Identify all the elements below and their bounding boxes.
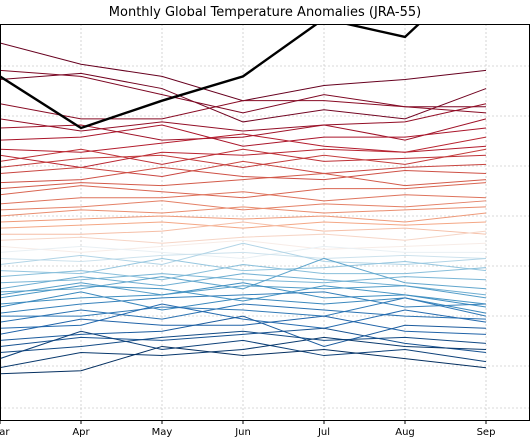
x-tick-label: Sep — [477, 427, 496, 438]
x-tick-label: May — [152, 427, 173, 438]
axes-frame — [0, 24, 530, 421]
series-line — [0, 173, 487, 190]
series-line — [0, 148, 487, 165]
x-tick-label: Jul — [317, 427, 330, 438]
series-line — [0, 148, 487, 168]
x-axis-ticks: Mar Apr May Jun Jul Aug Sep — [0, 420, 495, 438]
highlight-line — [0, 24, 421, 130]
series-line — [0, 282, 487, 299]
series-line — [0, 221, 487, 229]
axes — [0, 24, 530, 421]
series-line — [0, 345, 487, 375]
series-line — [0, 124, 487, 147]
series-line — [0, 100, 487, 120]
series-line — [0, 118, 487, 141]
series-line — [0, 303, 487, 329]
series-line — [0, 257, 487, 293]
series-lines — [0, 42, 487, 375]
series-line — [0, 330, 487, 363]
series-line — [0, 160, 487, 178]
series-line — [0, 72, 487, 123]
series-line — [0, 212, 487, 223]
series-line — [0, 264, 487, 281]
series-line — [0, 200, 487, 211]
series-line — [0, 303, 487, 323]
plot-area — [0, 24, 530, 420]
series-line — [0, 191, 487, 205]
highlight-series — [0, 24, 421, 130]
series-line — [0, 206, 487, 217]
series-line — [0, 103, 487, 132]
series-line — [0, 297, 487, 317]
series-line — [0, 242, 487, 266]
chart-title: Monthly Global Temperature Anomalies (JR… — [109, 5, 421, 20]
x-tick-label: Aug — [395, 427, 415, 438]
series-line — [0, 166, 487, 184]
series-line — [0, 245, 486, 259]
series-line — [0, 327, 487, 354]
grid — [0, 24, 530, 420]
x-tick-label: Apr — [72, 427, 90, 438]
series-line — [0, 282, 487, 308]
series-line — [0, 221, 487, 235]
series-line — [0, 330, 487, 354]
series-line — [0, 315, 487, 335]
series-line — [0, 315, 487, 347]
series-line — [0, 336, 487, 369]
series-line — [0, 182, 487, 199]
x-tick-label: Jun — [234, 427, 251, 438]
series-line — [0, 230, 487, 244]
series-line — [0, 251, 487, 262]
series-line — [0, 273, 487, 284]
series-line — [0, 291, 487, 314]
series-line — [0, 239, 487, 253]
x-tick-label: Mar — [0, 427, 10, 438]
series-line — [0, 257, 487, 275]
